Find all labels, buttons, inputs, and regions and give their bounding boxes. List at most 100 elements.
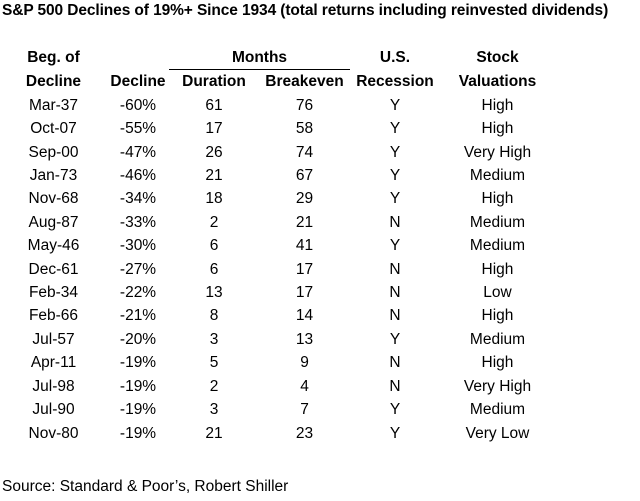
table-row: Aug-87 -33% 2 21 N Medium <box>0 211 555 234</box>
table-row: Sep-00 -47% 26 74 Y Very High <box>0 141 555 164</box>
cell-beginning-of-decline: Oct-07 <box>30 120 77 138</box>
header-beg-line2: Decline <box>25 73 82 91</box>
cell-us-recession: Y <box>389 237 401 255</box>
cell-stock-valuation: Low <box>483 284 512 302</box>
cell-beginning-of-decline: Jul-98 <box>32 377 75 395</box>
cell-beginning-of-decline: Apr-11 <box>30 354 77 372</box>
cell-duration: 21 <box>205 424 223 442</box>
cell-decline: -19% <box>119 377 157 395</box>
cell-beginning-of-decline: Feb-34 <box>28 284 79 302</box>
cell-breakeven: 7 <box>300 401 309 419</box>
cell-beginning-of-decline: Jul-57 <box>32 330 75 348</box>
table-row: Feb-34 -22% 13 17 N Low <box>0 281 555 304</box>
header-valuation-line2: Valuations <box>458 73 537 91</box>
cell-stock-valuation: Very High <box>463 377 532 395</box>
header-valuation-line1: Stock <box>476 49 519 67</box>
cell-duration: 2 <box>209 377 219 395</box>
cell-beginning-of-decline: Jan-73 <box>29 167 78 185</box>
cell-duration: 5 <box>209 354 219 372</box>
table-row: Jul-57 -20% 3 13 Y Medium <box>0 328 555 351</box>
cell-duration: 26 <box>205 143 223 161</box>
table-row: May-46 -30% 6 41 Y Medium <box>0 234 555 257</box>
header-recession-line1: U.S. <box>379 49 411 67</box>
cell-breakeven: 58 <box>295 120 314 138</box>
cell-breakeven: 23 <box>295 424 314 442</box>
cell-stock-valuation: High <box>481 190 514 208</box>
header-months-group: Months <box>169 46 350 71</box>
cell-us-recession: Y <box>389 401 401 419</box>
source-note: Source: Standard & Poor’s, Robert Shille… <box>2 478 289 495</box>
cell-us-recession: N <box>389 377 401 395</box>
cell-duration: 6 <box>209 260 219 278</box>
cell-beginning-of-decline: Sep-00 <box>28 143 79 161</box>
table-row: Dec-61 -27% 6 17 N High <box>0 258 555 281</box>
cell-breakeven: 9 <box>300 354 309 372</box>
cell-stock-valuation: Very High <box>463 143 532 161</box>
cell-decline: -20% <box>119 330 157 348</box>
cell-us-recession: Y <box>389 424 401 442</box>
cell-duration: 21 <box>205 167 223 185</box>
cell-us-recession: Y <box>389 96 401 114</box>
cell-stock-valuation: High <box>481 354 514 372</box>
cell-breakeven: 21 <box>295 213 314 231</box>
cell-decline: -60% <box>119 96 157 114</box>
cell-decline: -21% <box>119 307 157 325</box>
cell-decline: -27% <box>119 260 157 278</box>
cell-duration: 6 <box>209 237 219 255</box>
cell-stock-valuation: Very Low <box>465 424 530 442</box>
header-breakeven: Breakeven <box>265 73 344 91</box>
cell-duration: 3 <box>209 330 219 348</box>
table-row: Jul-90 -19% 3 7 Y Medium <box>0 398 555 421</box>
cell-beginning-of-decline: Feb-66 <box>28 307 79 325</box>
cell-decline: -33% <box>119 213 157 231</box>
header-decline-spacer <box>107 46 169 70</box>
table-row: Oct-07 -55% 17 58 Y High <box>0 117 555 140</box>
cell-stock-valuation: Medium <box>469 213 526 231</box>
cell-us-recession: Y <box>389 167 401 185</box>
cell-duration: 2 <box>209 213 219 231</box>
cell-breakeven: 13 <box>295 330 314 348</box>
header-decline: Decline <box>110 73 166 91</box>
cell-us-recession: N <box>389 354 401 372</box>
header-duration: Duration <box>182 73 246 91</box>
table-row: Jan-73 -46% 21 67 Y Medium <box>0 164 555 187</box>
cell-stock-valuation: Medium <box>469 330 526 348</box>
cell-duration: 13 <box>205 284 223 302</box>
cell-beginning-of-decline: Nov-68 <box>28 190 79 208</box>
cell-breakeven: 74 <box>295 143 314 161</box>
cell-breakeven: 41 <box>295 237 314 255</box>
header-recession-line2: Recession <box>356 73 434 91</box>
cell-breakeven: 67 <box>295 167 314 185</box>
cell-stock-valuation: High <box>481 307 514 325</box>
cell-decline: -47% <box>119 143 157 161</box>
table-row: Mar-37 -60% 61 76 Y High <box>0 94 555 117</box>
table-title: S&P 500 Declines of 19%+ Since 1934 (tot… <box>2 2 609 19</box>
cell-duration: 61 <box>205 96 223 114</box>
cell-decline: -22% <box>119 284 157 302</box>
cell-us-recession: Y <box>389 190 401 208</box>
cell-decline: -55% <box>119 120 157 138</box>
declines-table: Beg. of Months U.S. Stock Decline Declin… <box>0 46 555 445</box>
cell-us-recession: Y <box>389 330 401 348</box>
cell-stock-valuation: High <box>481 260 514 278</box>
cell-beginning-of-decline: Aug-87 <box>28 213 79 231</box>
cell-decline: -19% <box>119 424 157 442</box>
table-row: Jul-98 -19% 2 4 N Very High <box>0 375 555 398</box>
table-row: Apr-11 -19% 5 9 N High <box>0 351 555 374</box>
cell-breakeven: 17 <box>295 284 314 302</box>
cell-duration: 3 <box>209 401 219 419</box>
table-body: Mar-37 -60% 61 76 Y High Oct-07 -55% 17 58 Y High Se… <box>0 94 555 445</box>
cell-duration: 18 <box>205 190 223 208</box>
cell-breakeven: 17 <box>295 260 314 278</box>
cell-stock-valuation: Medium <box>469 401 526 419</box>
cell-stock-valuation: Medium <box>469 237 526 255</box>
cell-decline: -19% <box>119 354 157 372</box>
cell-breakeven: 4 <box>300 377 309 395</box>
cell-beginning-of-decline: Dec-61 <box>28 260 79 278</box>
cell-beginning-of-decline: Jul-90 <box>32 401 75 419</box>
cell-us-recession: Y <box>389 143 401 161</box>
cell-beginning-of-decline: Mar-37 <box>28 96 79 114</box>
cell-breakeven: 76 <box>295 96 314 114</box>
cell-duration: 8 <box>209 307 219 325</box>
cell-stock-valuation: Medium <box>469 167 526 185</box>
